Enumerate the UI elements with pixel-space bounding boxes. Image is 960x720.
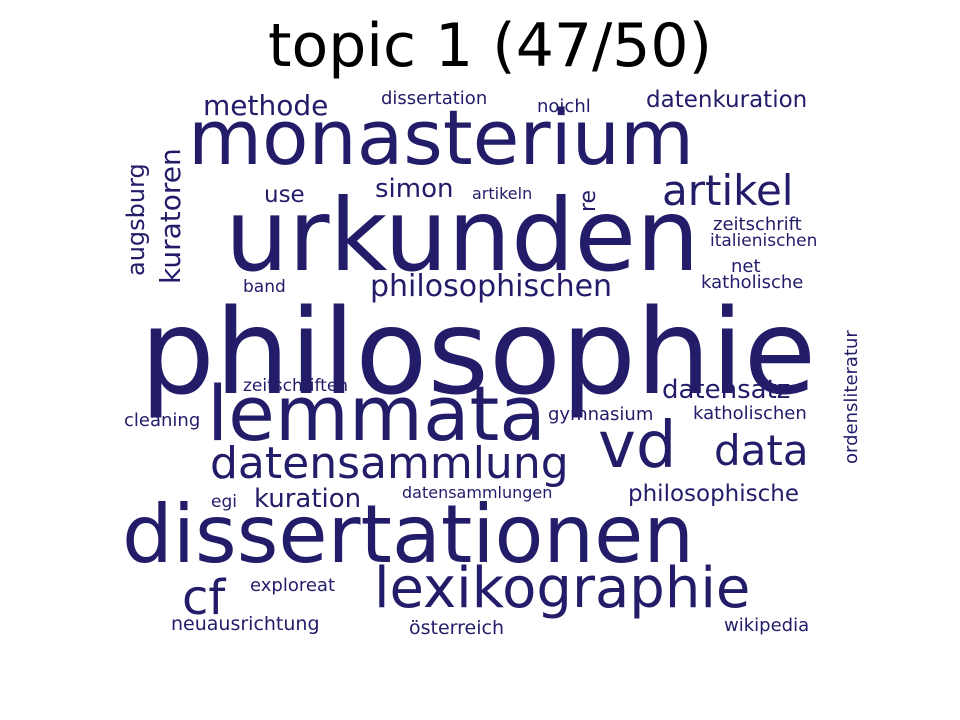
word-dissertation: dissertation [381,88,488,109]
word-katholischen: katholischen [693,403,807,424]
word-artikel: artikel [662,166,794,215]
word-lemmata: lemmata [207,369,546,458]
word-net: net [731,256,761,277]
word-philosophie: philosophie [140,283,817,421]
word-datensammlungen: datensammlungen [402,483,553,502]
chart-title: topic 1 (47/50) [267,11,713,81]
word-artikeln: artikeln [472,184,533,203]
word-zeitschrift: zeitschrift [713,214,802,235]
word--sterreich: österreich [409,617,504,639]
word-urkunden: urkunden [225,177,700,294]
word-philosophischen: philosophischen [370,269,613,304]
word-zeitschriften: zeitschriften [243,376,349,396]
word-katholische: katholische [701,272,804,293]
word-cf: cf [182,570,226,626]
word-dissertationen: dissertationen [122,488,695,581]
word-datensatz: datensatz [662,375,791,405]
word-exploreat: exploreat [250,575,336,596]
word-noichl: noichl [537,96,591,117]
word-use: use [264,182,305,208]
word-methode: methode [203,89,329,122]
word-vd: vd [598,409,677,483]
word-augsburg: augsburg [122,163,150,276]
word-kuratoren: kuratoren [154,148,187,284]
word-italienischen: italienischen [710,231,818,251]
word-ordensliteratur: ordensliteratur [841,330,862,464]
word-wikipedia: wikipedia [724,615,810,636]
word-egi: egi [211,492,237,512]
word-datenkuration: datenkuration [646,87,808,113]
word-monasterium: monasterium [188,93,694,182]
word-philosophische: philosophische [628,481,800,507]
word-lexikographie: lexikographie [374,556,751,621]
word-kuration: kuration [254,484,362,514]
word-data: data [714,426,809,475]
word-gymnasium: gymnasium [548,404,654,425]
word-band: band [243,277,286,297]
word-datensammlung: datensammlung [210,438,569,489]
word-cleaning: cleaning [124,410,201,431]
word-simon: simon [375,174,454,204]
word-re: re [576,189,601,212]
word-neuausrichtung: neuausrichtung [171,613,320,635]
